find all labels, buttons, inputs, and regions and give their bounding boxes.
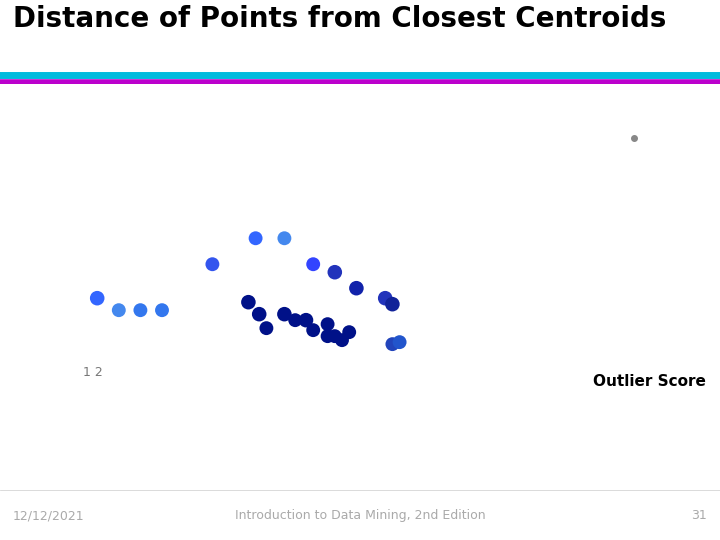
Text: Distance of Points from Closest Centroids: Distance of Points from Closest Centroid… bbox=[13, 5, 666, 33]
Text: 1 2: 1 2 bbox=[83, 366, 102, 379]
Text: 31: 31 bbox=[691, 509, 707, 522]
Point bbox=[91, 294, 103, 302]
Point bbox=[351, 284, 362, 293]
Point bbox=[307, 260, 319, 268]
Point bbox=[113, 306, 125, 314]
Point bbox=[307, 326, 319, 334]
Point bbox=[243, 298, 254, 307]
Point bbox=[336, 336, 348, 345]
Point bbox=[289, 316, 301, 325]
Text: Introduction to Data Mining, 2nd Edition: Introduction to Data Mining, 2nd Edition bbox=[235, 509, 485, 522]
Point bbox=[322, 332, 333, 341]
Point bbox=[343, 328, 355, 336]
Point bbox=[250, 234, 261, 242]
Point bbox=[387, 340, 398, 348]
Point bbox=[329, 268, 341, 276]
Point bbox=[279, 234, 290, 242]
Point bbox=[279, 310, 290, 319]
Point bbox=[387, 300, 398, 308]
Point bbox=[322, 320, 333, 328]
Text: Outlier Score: Outlier Score bbox=[593, 374, 706, 389]
Point bbox=[253, 310, 265, 319]
Point bbox=[394, 338, 405, 347]
Point bbox=[207, 260, 218, 268]
Point bbox=[261, 324, 272, 333]
Point bbox=[300, 316, 312, 325]
Point bbox=[135, 306, 146, 314]
Point bbox=[379, 294, 391, 302]
Point bbox=[329, 332, 341, 341]
Text: 12/12/2021: 12/12/2021 bbox=[13, 509, 84, 522]
Point bbox=[156, 306, 168, 314]
